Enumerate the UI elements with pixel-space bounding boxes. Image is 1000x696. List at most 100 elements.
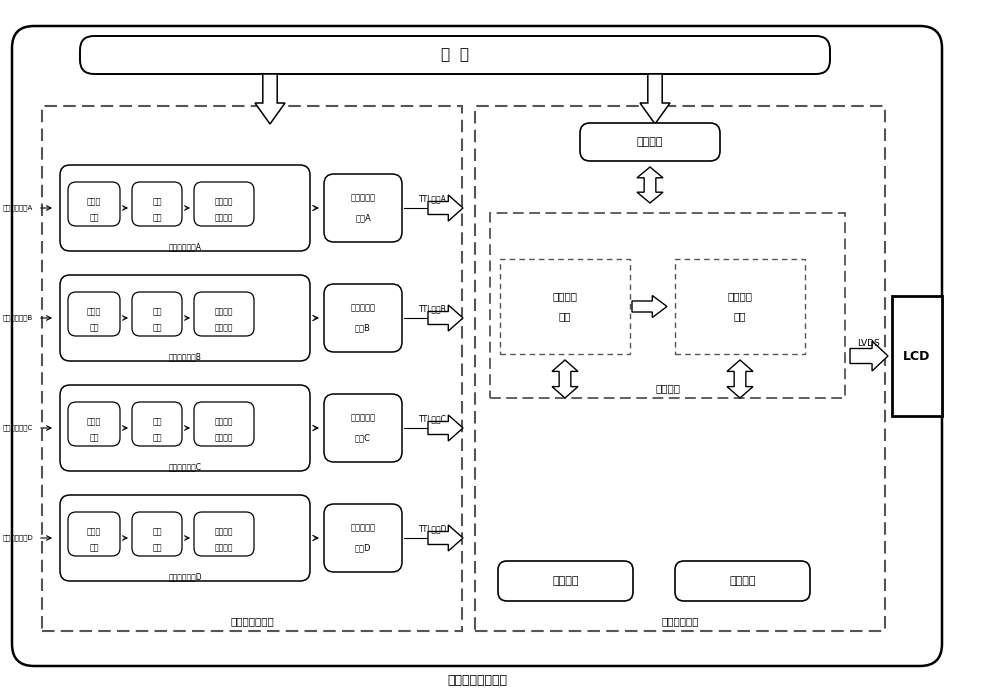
Text: 单元C: 单元C xyxy=(355,434,371,443)
FancyBboxPatch shape xyxy=(324,394,402,462)
FancyBboxPatch shape xyxy=(675,561,810,601)
Polygon shape xyxy=(428,305,463,331)
Text: 视频预处理块块: 视频预处理块块 xyxy=(230,616,274,626)
FancyBboxPatch shape xyxy=(68,182,120,226)
FancyBboxPatch shape xyxy=(60,385,310,471)
FancyBboxPatch shape xyxy=(132,512,182,556)
FancyBboxPatch shape xyxy=(324,284,402,352)
FancyBboxPatch shape xyxy=(68,512,120,556)
Text: 视频均衡单元B: 视频均衡单元B xyxy=(169,352,201,361)
Text: 视频均衡单元C: 视频均衡单元C xyxy=(168,463,202,471)
Text: TTL信号D: TTL信号D xyxy=(419,525,447,534)
Text: LCD: LCD xyxy=(903,349,931,363)
Text: 单元: 单元 xyxy=(152,544,162,553)
Text: 视频预处理: 视频预处理 xyxy=(351,523,376,532)
Bar xyxy=(892,296,942,416)
Text: 放大单元: 放大单元 xyxy=(215,324,233,333)
Text: TTL信号C: TTL信号C xyxy=(419,415,447,423)
Text: 去静电: 去静电 xyxy=(87,198,101,207)
FancyBboxPatch shape xyxy=(324,504,402,572)
Text: 视频均衡: 视频均衡 xyxy=(215,528,233,537)
Text: 视频均衡: 视频均衡 xyxy=(215,418,233,427)
Polygon shape xyxy=(255,74,285,124)
FancyBboxPatch shape xyxy=(60,165,310,251)
Polygon shape xyxy=(428,415,463,441)
Text: 单元: 单元 xyxy=(734,312,746,322)
FancyBboxPatch shape xyxy=(132,182,182,226)
Text: 单元D: 单元D xyxy=(355,544,371,553)
Text: 去静电: 去静电 xyxy=(87,308,101,317)
Text: 视频均衡单元A: 视频均衡单元A xyxy=(168,242,202,251)
Text: 高清视频信号B: 高清视频信号B xyxy=(3,315,33,322)
FancyBboxPatch shape xyxy=(12,26,942,666)
Text: 视频均衡: 视频均衡 xyxy=(215,308,233,317)
Text: 视频预处理: 视频预处理 xyxy=(351,303,376,313)
Text: 高清视频信号C: 高清视频信号C xyxy=(3,425,33,432)
Text: 单元: 单元 xyxy=(89,324,99,333)
FancyBboxPatch shape xyxy=(132,402,182,446)
Text: TTL信号B: TTL信号B xyxy=(419,305,447,313)
Text: 视频预处理: 视频预处理 xyxy=(351,413,376,422)
FancyBboxPatch shape xyxy=(580,123,720,161)
Text: 视频加工: 视频加工 xyxy=(552,292,578,301)
Text: 单元: 单元 xyxy=(152,434,162,443)
Polygon shape xyxy=(727,360,753,398)
FancyBboxPatch shape xyxy=(132,292,182,336)
Polygon shape xyxy=(428,525,463,551)
Text: 程序单元: 程序单元 xyxy=(552,576,579,586)
Text: 单元: 单元 xyxy=(89,214,99,223)
Text: 放大单元: 放大单元 xyxy=(215,434,233,443)
Bar xyxy=(675,259,805,354)
FancyBboxPatch shape xyxy=(194,292,254,336)
Text: 单元: 单元 xyxy=(89,544,99,553)
Text: 降噪: 降噪 xyxy=(152,528,162,537)
FancyBboxPatch shape xyxy=(68,402,120,446)
FancyBboxPatch shape xyxy=(498,561,633,601)
Text: 内存单元: 内存单元 xyxy=(637,137,663,147)
Text: 电  源: 电 源 xyxy=(441,47,469,63)
FancyBboxPatch shape xyxy=(194,182,254,226)
FancyBboxPatch shape xyxy=(68,292,120,336)
Polygon shape xyxy=(637,167,663,203)
Polygon shape xyxy=(428,195,463,221)
FancyBboxPatch shape xyxy=(324,174,402,242)
Text: 数据单元: 数据单元 xyxy=(729,576,756,586)
Text: 降噪: 降噪 xyxy=(152,198,162,207)
Text: 高清视频信号D: 高清视频信号D xyxy=(3,535,34,541)
Text: 放大单元: 放大单元 xyxy=(215,544,233,553)
FancyBboxPatch shape xyxy=(194,512,254,556)
Text: 视频均衡: 视频均衡 xyxy=(215,198,233,207)
Bar xyxy=(42,106,462,631)
Text: 单元B: 单元B xyxy=(355,324,371,333)
Text: 视频整合: 视频整合 xyxy=(728,292,753,301)
Text: 视频预处理: 视频预处理 xyxy=(351,193,376,203)
Text: 视频均衡单元D: 视频均衡单元D xyxy=(168,573,202,581)
Text: 单元A: 单元A xyxy=(355,214,371,223)
FancyBboxPatch shape xyxy=(60,495,310,581)
Text: 单元: 单元 xyxy=(152,324,162,333)
Polygon shape xyxy=(632,296,667,317)
Text: 降噪: 降噪 xyxy=(152,418,162,427)
Text: TTL信号A: TTL信号A xyxy=(419,194,447,203)
FancyBboxPatch shape xyxy=(60,275,310,361)
Text: 高清视频信号A: 高清视频信号A xyxy=(3,205,33,212)
Text: 单元: 单元 xyxy=(559,312,571,322)
Text: 控制系统: 控制系统 xyxy=(655,383,680,393)
Polygon shape xyxy=(552,360,578,398)
Polygon shape xyxy=(850,341,888,371)
Text: 降噪: 降噪 xyxy=(152,308,162,317)
Bar xyxy=(475,106,885,631)
Text: LVDS: LVDS xyxy=(857,338,879,347)
FancyBboxPatch shape xyxy=(194,402,254,446)
Bar xyxy=(490,213,845,398)
Text: 去静电: 去静电 xyxy=(87,418,101,427)
Polygon shape xyxy=(640,74,670,124)
Bar xyxy=(500,259,630,354)
Text: 视频处理模块: 视频处理模块 xyxy=(661,616,699,626)
Text: 单元: 单元 xyxy=(152,214,162,223)
FancyBboxPatch shape xyxy=(80,36,830,74)
Text: 去静电: 去静电 xyxy=(87,528,101,537)
Text: 单元: 单元 xyxy=(89,434,99,443)
Text: 超高清图像处理板: 超高清图像处理板 xyxy=(447,674,507,686)
Text: 放大单元: 放大单元 xyxy=(215,214,233,223)
